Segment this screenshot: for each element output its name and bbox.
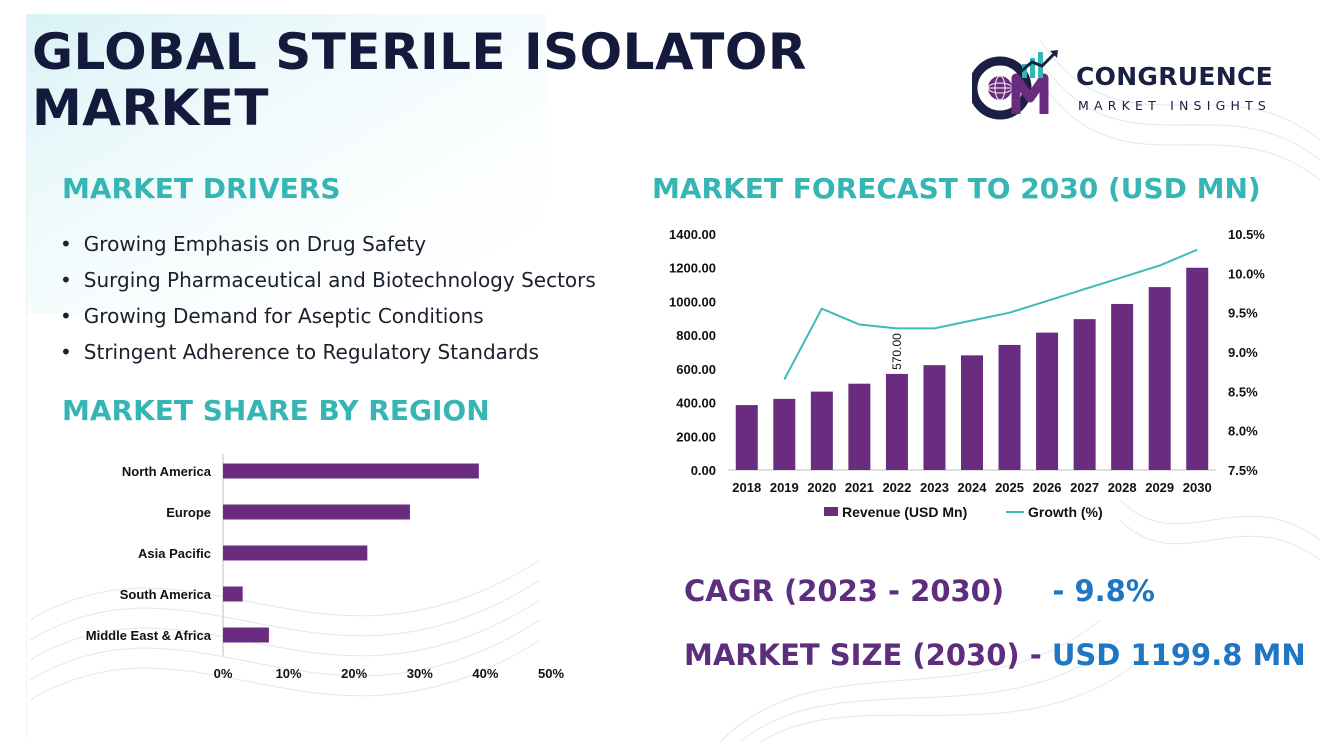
region-category-label: Asia Pacific [138,546,211,561]
forecast-left-tick-label: 600.00 [676,362,716,377]
forecast-x-tick-label: 2019 [770,480,799,495]
driver-item: Growing Emphasis on Drug Safety [60,226,596,262]
forecast-right-tick-label: 10.0% [1228,266,1265,281]
region-share-chart: North America Europe Asia Pacific South Ame… [86,454,564,681]
region-bar [223,463,479,479]
forecast-revenue-bar [998,344,1021,470]
logo-name: CONGRUENCE [1076,62,1274,91]
forecast-revenue-bar [848,383,871,470]
region-bar [223,504,410,520]
forecast-x-tick-label: 2029 [1145,480,1174,495]
legend-revenue-swatch [824,507,838,516]
forecast-x-tick-label: 2028 [1108,480,1137,495]
forecast-revenue-bar [923,365,946,470]
region-bar [223,586,243,602]
forecast-right-tick-label: 10.5% [1228,227,1265,242]
forecast-x-tick-label: 2018 [732,480,761,495]
cagr-label: CAGR (2023 - 2030) [684,574,1005,608]
forecast-chart: 0.00 200.00 400.00 600.00 800.00 1000.00 1200.… [669,227,1265,520]
forecast-left-tick-label: 0.00 [691,463,716,478]
forecast-x-tick-label: 2024 [958,480,988,495]
driver-item: Stringent Adherence to Regulatory Standa… [60,334,596,370]
region-x-tick-label: 40% [472,666,498,681]
forecast-right-tick-label: 9.5% [1228,306,1258,321]
forecast-revenue-bar [735,405,758,470]
drivers-list: Growing Emphasis on Drug SafetySurging P… [60,226,596,370]
forecast-legend: Revenue (USD Mn) Growth (%) [824,504,1103,520]
region-title: MARKET SHARE BY REGION [62,394,490,427]
page-title: GLOBAL STERILE ISOLATOR MARKET [32,24,832,136]
forecast-data-label: 570.00 [890,333,904,370]
region-category-label: Middle East & Africa [86,628,212,643]
forecast-left-tick-label: 200.00 [676,429,716,444]
region-category-label: Europe [166,505,211,520]
driver-item: Surging Pharmaceutical and Biotechnology… [60,262,596,298]
region-x-tick-label: 30% [407,666,433,681]
forecast-revenue-bar [810,391,833,470]
forecast-x-tick-label: 2022 [882,480,911,495]
forecast-x-tick-label: 2020 [807,480,836,495]
forecast-x-tick-label: 2023 [920,480,949,495]
forecast-revenue-bar [1186,267,1209,470]
forecast-revenue-bar [1073,319,1096,470]
page-frame [26,14,1318,738]
forecast-revenue-bar [961,355,983,470]
forecast-x-tick-label: 2030 [1183,480,1212,495]
region-category-label: South America [120,587,212,602]
forecast-right-tick-label: 7.5% [1228,463,1258,478]
market-size-value: USD 1199.8 MN [1051,638,1306,672]
region-bar [223,545,368,561]
forecast-revenue-bar [1148,287,1171,470]
forecast-x-tick-label: 2026 [1033,480,1062,495]
page-title-line2: MARKET [32,79,269,137]
drivers-title: MARKET DRIVERS [62,172,341,205]
forecast-left-tick-label: 1400.00 [669,227,716,242]
forecast-revenue-bar [885,373,908,470]
forecast-right-tick-label: 9.0% [1228,345,1258,360]
forecast-right-tick-label: 8.0% [1228,424,1258,439]
market-size-stat: MARKET SIZE (2030) - USD 1199.8 MN [684,638,1306,672]
cagr-value: - 9.8% [1052,574,1155,608]
logo-subtitle: MARKET INSIGHTS [1078,98,1272,113]
forecast-x-tick-label: 2025 [995,480,1024,495]
forecast-x-tick-label: 2027 [1070,480,1099,495]
region-x-tick-label: 10% [276,666,302,681]
forecast-revenue-bar [773,398,796,470]
cagr-stat: CAGR (2023 - 2030) - 9.8% [684,574,1155,608]
forecast-right-tick-label: 8.5% [1228,384,1258,399]
legend-revenue-label: Revenue (USD Mn) [842,504,967,520]
region-category-label: North America [122,464,212,479]
forecast-left-tick-label: 800.00 [676,328,716,343]
region-bar [223,627,269,643]
company-logo: CONGRUENCE MARKET INSIGHTS [968,48,1292,120]
logo-mark-icon [968,50,1058,120]
page-title-line1: GLOBAL STERILE ISOLATOR [32,23,807,81]
forecast-title: MARKET FORECAST TO 2030 (USD MN) [652,172,1261,205]
region-x-tick-label: 0% [214,666,233,681]
forecast-left-tick-label: 1000.00 [669,294,716,309]
forecast-revenue-bar [1036,332,1059,470]
driver-item: Growing Demand for Aseptic Conditions [60,298,596,334]
legend-growth-label: Growth (%) [1028,504,1103,520]
market-size-label: MARKET SIZE (2030) - [684,638,1042,672]
forecast-left-tick-label: 1200.00 [669,261,716,276]
region-x-tick-label: 20% [341,666,367,681]
region-x-tick-label: 50% [538,666,564,681]
forecast-growth-line [783,248,1198,380]
forecast-revenue-bar [1111,303,1134,470]
forecast-left-tick-label: 400.00 [676,396,716,411]
forecast-x-tick-label: 2021 [845,480,874,495]
